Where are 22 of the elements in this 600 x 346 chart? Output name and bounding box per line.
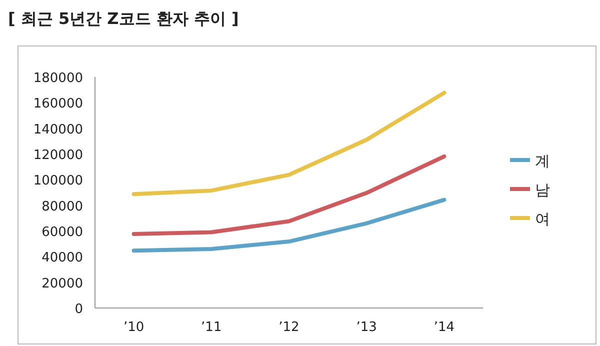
y-tick-label: 80000 — [42, 199, 83, 214]
y-tick-label: 180000 — [33, 71, 83, 86]
chart-title: [ 최근 5년간 Z코드 환자 추이 ] — [8, 9, 239, 28]
y-tick-label: 160000 — [33, 96, 83, 112]
line-series — [132, 90, 446, 196]
y-tick-label: 60000 — [42, 225, 83, 240]
x-tick-label: ’10 — [123, 320, 144, 335]
x-tick-label: ’12 — [278, 320, 300, 335]
y-tick-label: 0 — [74, 302, 83, 317]
y-tick-label: 100000 — [33, 174, 83, 189]
x-tick-label: ’11 — [201, 320, 222, 335]
line-series — [132, 198, 446, 253]
y-tick-label: 20000 — [42, 276, 83, 292]
x-tick-label: ’14 — [434, 320, 455, 335]
y-tick-label: 40000 — [42, 250, 83, 266]
x-tick-label: ’13 — [356, 320, 377, 335]
y-tick-label: 120000 — [33, 148, 83, 163]
line-series — [132, 154, 446, 236]
y-tick-label: 140000 — [33, 122, 83, 138]
legend-label: 여 — [535, 210, 550, 228]
legend-label: 남 — [535, 181, 550, 199]
legend-label: 계 — [535, 152, 550, 170]
